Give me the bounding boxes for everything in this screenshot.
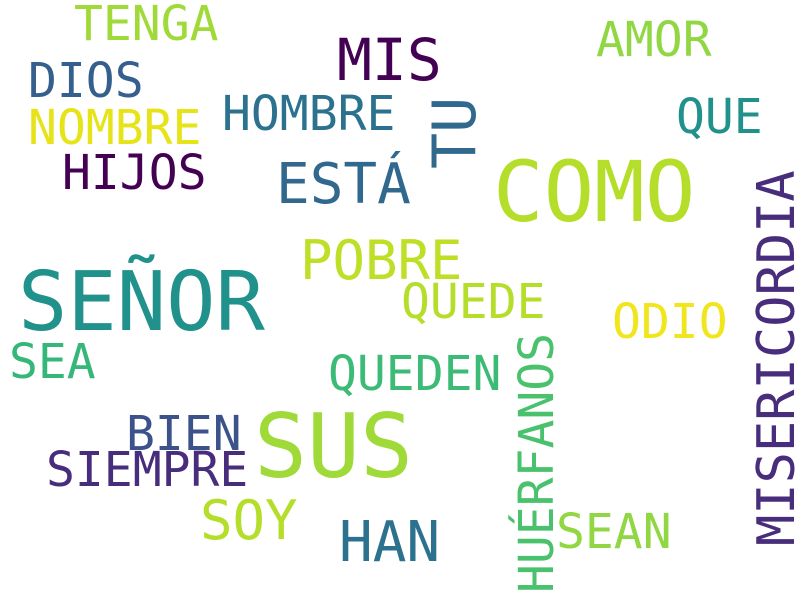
word-han: HAN [339, 510, 441, 575]
word-sus: SUS [254, 395, 413, 498]
word-tu: TU [420, 96, 490, 169]
word-tenga: TENGA [74, 0, 219, 52]
word-esta: ESTÁ [276, 152, 411, 217]
word-mis: MIS [337, 26, 442, 94]
word-hombre: HOMBRE [222, 86, 396, 142]
word-soy: SOY [200, 489, 298, 552]
word-dios: DIOS [28, 53, 144, 109]
word-siempre: SIEMPRE [46, 442, 249, 498]
word-pobre: POBRE [300, 229, 463, 292]
word-hijos: HIJOS [62, 145, 207, 201]
word-misericordia: MISERICORDIA [747, 170, 800, 546]
word-sean: SEAN [556, 504, 672, 560]
word-odio: ODIO [612, 294, 728, 350]
word-senor: SEÑOR [18, 255, 265, 350]
word-sea: SEA [9, 334, 96, 390]
word-que: QUE [676, 89, 763, 145]
word-queden: QUEDEN [328, 346, 502, 402]
word-quede: QUEDE [401, 274, 546, 330]
word-amor: AMOR [596, 12, 712, 68]
word-huerfanos: HUÉRFANOS [509, 332, 565, 593]
word-bien: BIEN [126, 406, 242, 462]
word-nombre: NOMBRE [28, 100, 202, 156]
word-como: COMO [493, 143, 696, 241]
